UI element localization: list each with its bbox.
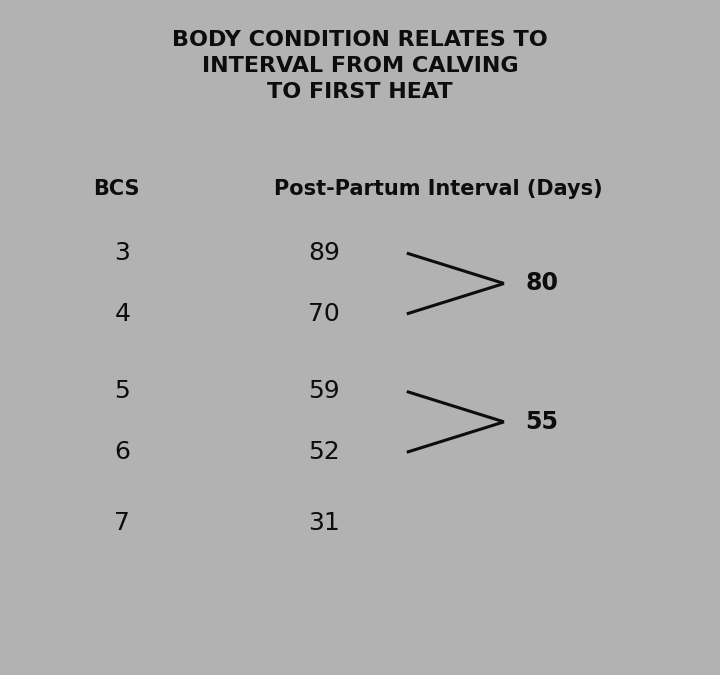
Text: BCS: BCS: [94, 179, 140, 199]
Text: 89: 89: [308, 241, 340, 265]
Text: 31: 31: [308, 511, 340, 535]
Text: 80: 80: [526, 271, 559, 296]
Text: 70: 70: [308, 302, 340, 326]
Text: Post-Partum Interval (Days): Post-Partum Interval (Days): [274, 179, 602, 199]
Text: 3: 3: [114, 241, 130, 265]
Text: BODY CONDITION RELATES TO
INTERVAL FROM CALVING
TO FIRST HEAT: BODY CONDITION RELATES TO INTERVAL FROM …: [172, 30, 548, 101]
Text: 55: 55: [526, 410, 559, 434]
Text: 7: 7: [114, 511, 130, 535]
Text: 52: 52: [308, 440, 340, 464]
Text: 4: 4: [114, 302, 130, 326]
Text: 5: 5: [114, 379, 130, 404]
Text: 59: 59: [308, 379, 340, 404]
Text: 6: 6: [114, 440, 130, 464]
